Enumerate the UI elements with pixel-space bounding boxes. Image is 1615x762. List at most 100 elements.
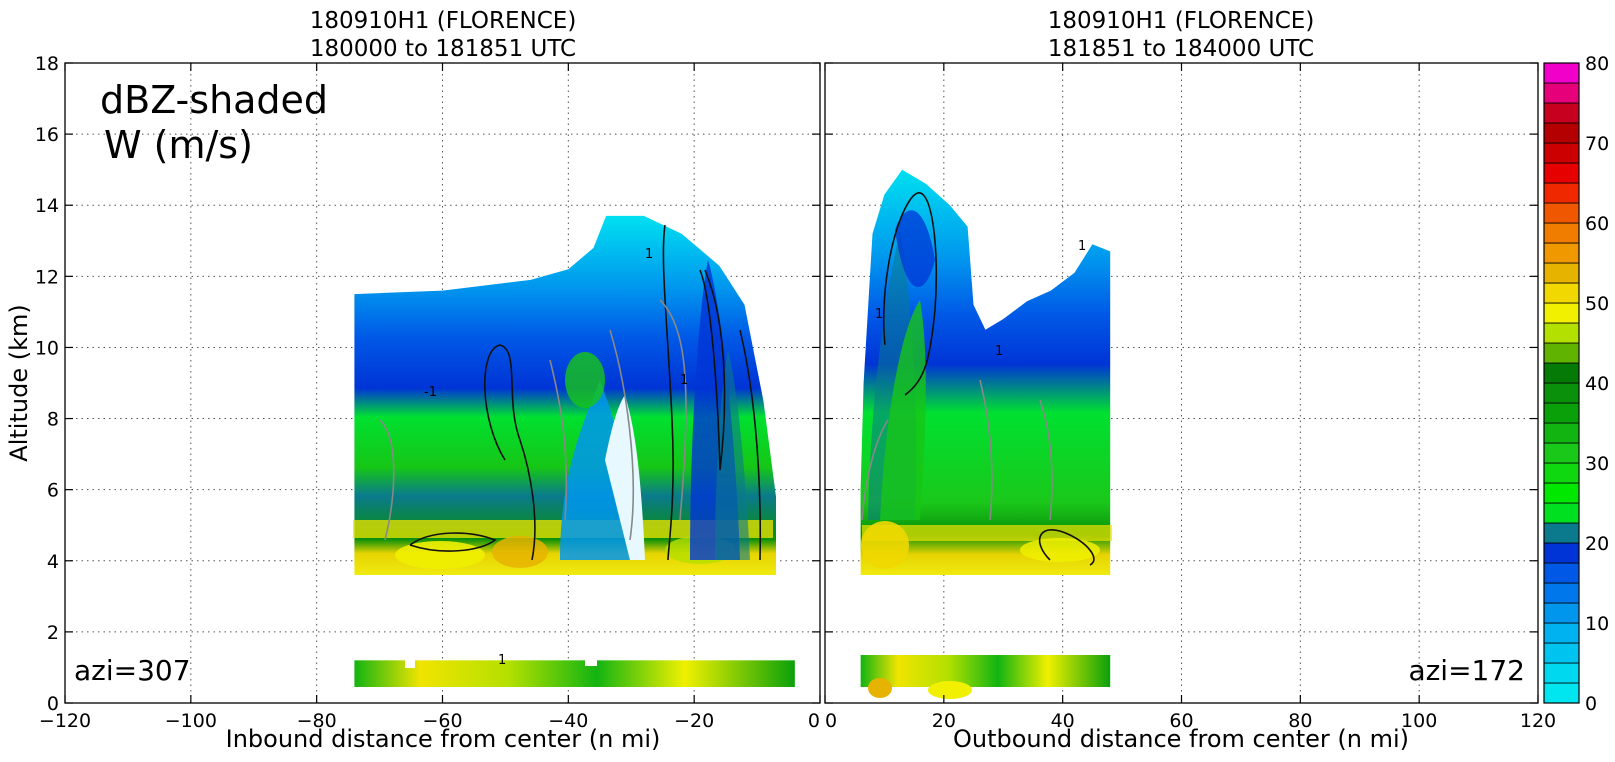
right-tower-core [895, 210, 935, 288]
left-x-tick-label: −120 [39, 710, 91, 732]
colorbar-swatch [1543, 122, 1580, 144]
right-contours [861, 192, 1095, 566]
colorbar-swatch [1543, 662, 1580, 684]
y-tick-label: 18 [35, 53, 59, 75]
colorbar-tick-label: 50 [1585, 293, 1609, 315]
colorbar-swatch [1543, 402, 1580, 424]
y-tick-label: 8 [47, 409, 59, 431]
colorbar-swatch [1543, 382, 1580, 404]
right-w-contour-2 [861, 419, 889, 521]
colorbar-swatch [1543, 162, 1580, 184]
left-contour-label-2: -1 [424, 385, 437, 400]
right-x-tick-labels: 0 20 40 60 80 100 120 [825, 710, 1556, 732]
left-contours [379, 224, 762, 561]
colorbar-swatches [1543, 62, 1580, 704]
y-tick-label: 4 [47, 551, 59, 573]
colorbar-swatch [1543, 82, 1580, 104]
colorbar-swatch [1543, 482, 1580, 504]
right-w-contour-3 [1038, 529, 1095, 566]
left-w-contour-9 [659, 299, 687, 521]
left-upper-echo [354, 215, 776, 575]
colorbar-swatch [1543, 102, 1580, 124]
right-x-tick-label: 0 [825, 710, 837, 732]
y-tick-label: 2 [47, 622, 59, 644]
right-tower-green [880, 300, 926, 520]
legend-annotation-w: W (m/s) [104, 123, 253, 167]
right-yellow-core-2 [1020, 538, 1100, 562]
right-echo-field: 1 1 1 [860, 169, 1112, 699]
colorbar-swatch [1543, 182, 1580, 204]
colorbar-swatch [1543, 602, 1580, 624]
left-yellow-core-2 [492, 536, 548, 568]
right-chart-title-line2: 181851 to 184000 UTC [1048, 36, 1314, 62]
left-x-tick-labels: −120 −100 −80 −60 −40 −20 0 [39, 710, 820, 732]
y-tick-label: 14 [35, 195, 59, 217]
colorbar-frame [1543, 62, 1580, 704]
colorbar-swatch [1543, 642, 1580, 664]
right-lower-core-2 [868, 678, 892, 698]
left-w-contour-3 [699, 269, 726, 471]
y-axis-label: Altitude (km) [5, 304, 33, 461]
colorbar-swatch [1543, 142, 1580, 164]
colorbar-swatch [1543, 522, 1580, 544]
right-echo-detail [861, 210, 1112, 699]
colorbar-swatch [1543, 622, 1580, 644]
left-chart-title-line1: 180910H1 (FLORENCE) [310, 8, 577, 34]
right-x-tick-label: 20 [932, 710, 956, 732]
left-lower-echo [354, 660, 795, 687]
right-x-tick-label: 120 [1520, 710, 1556, 732]
left-green-cell [565, 352, 605, 408]
colorbar-tick-label: 0 [1585, 693, 1597, 715]
left-contour-label-3: 1 [680, 373, 688, 388]
left-chart-title-line2: 180000 to 181851 UTC [310, 36, 576, 62]
left-contour-label-4: 1 [498, 653, 506, 668]
left-echo-field: 1 -1 1 1 [353, 215, 795, 687]
left-w-contour-4 [739, 329, 762, 561]
left-axis-ticks [64, 62, 821, 704]
left-x-tick-label: −60 [422, 710, 462, 732]
right-panel: 1 1 1 0 20 40 60 80 100 120 180910H1 (FLORENCE… [824, 8, 1556, 753]
right-contour-label-2: 1 [1078, 239, 1086, 254]
colorbar-tick-label: 10 [1585, 613, 1609, 635]
colorbar-swatch [1543, 562, 1580, 584]
right-x-tick-label: 80 [1288, 710, 1312, 732]
left-w-contour-6 [379, 419, 395, 541]
left-w-contour-5 [409, 532, 497, 552]
colorbar-swatch [1543, 462, 1580, 484]
colorbar-swatch [1543, 222, 1580, 244]
right-axis-ticks [824, 62, 1539, 704]
left-x-tick-label: −80 [297, 710, 337, 732]
colorbar: 0 10 20 30 40 50 60 70 80 [1543, 53, 1609, 715]
y-tick-label: 6 [47, 480, 59, 502]
right-contour-label-3: 1 [995, 344, 1003, 359]
left-w-contour-7 [549, 359, 568, 521]
left-w-contour-1 [484, 344, 536, 561]
left-w-contour-8 [609, 329, 634, 541]
left-x-tick-label: 0 [808, 710, 820, 732]
colorbar-swatch [1543, 262, 1580, 284]
y-tick-label: 10 [35, 337, 59, 359]
left-yellow-core-1 [395, 541, 485, 569]
right-bright-band [862, 525, 1112, 541]
colorbar-swatch [1543, 682, 1580, 704]
right-contour-label-1: 1 [875, 307, 883, 322]
colorbar-tick-label: 40 [1585, 373, 1609, 395]
left-lower-gap-2 [585, 656, 597, 666]
colorbar-swatch [1543, 282, 1580, 304]
right-x-axis-label: Outbound distance from center (n mi) [953, 725, 1409, 753]
right-chart-title-line1: 180910H1 (FLORENCE) [1048, 8, 1315, 34]
colorbar-tick-label: 80 [1585, 53, 1609, 75]
colorbar-swatch [1543, 442, 1580, 464]
left-x-tick-label: −40 [548, 710, 588, 732]
left-azimuth-label: azi=307 [74, 654, 191, 687]
left-contour-label-1: 1 [645, 247, 653, 262]
y-tick-label: 0 [47, 693, 59, 715]
right-w-contour-1 [882, 192, 938, 396]
colorbar-swatch [1543, 362, 1580, 384]
colorbar-tick-label: 70 [1585, 133, 1609, 155]
y-tick-label: 12 [35, 266, 59, 288]
colorbar-swatch [1543, 342, 1580, 364]
y-axis-tick-labels: 0 2 4 6 8 10 12 14 16 18 [35, 53, 59, 715]
